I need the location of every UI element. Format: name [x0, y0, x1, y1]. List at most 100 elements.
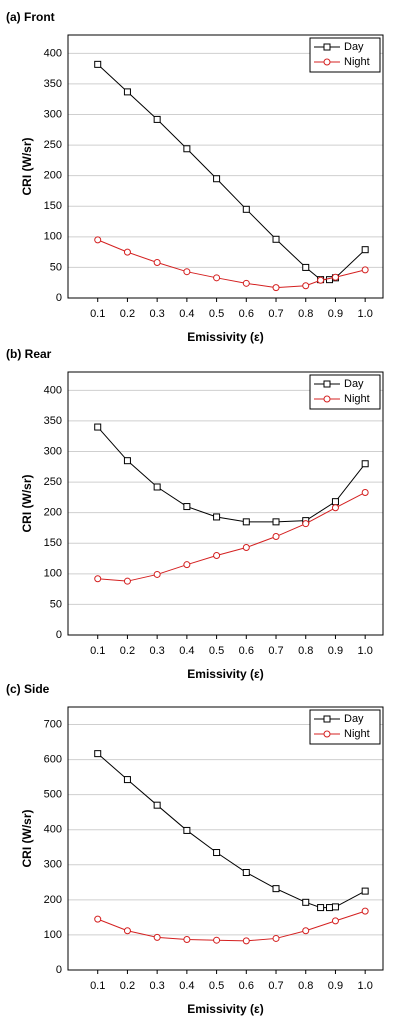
marker-circle: [94, 915, 102, 923]
marker-square: [242, 518, 250, 526]
series-line: [97, 910, 366, 942]
marker-square: [272, 518, 280, 526]
legend-box: [309, 374, 381, 410]
x-axis-label: Emissivity (ε): [187, 330, 263, 344]
marker-circle: [153, 259, 161, 267]
legend-marker: [323, 395, 331, 403]
y-tick-label: 300: [44, 445, 62, 457]
marker-square: [361, 460, 369, 468]
panel: (a) Front 0 50 100 150 200 250 300 350 400 0.1 0.2 0…: [6, 10, 384, 344]
marker-circle: [331, 273, 339, 281]
marker-circle: [361, 907, 369, 915]
legend-label: Day: [344, 41, 364, 53]
x-tick-label: 0.5: [209, 645, 224, 657]
panel-title: (b) Rear: [6, 347, 52, 361]
series-line: [97, 239, 366, 289]
x-axis-label: Emissivity (ε): [187, 1002, 263, 1016]
marker-circle: [302, 520, 310, 528]
marker-circle: [213, 274, 221, 282]
marker-circle: [302, 282, 310, 290]
x-tick-label: 0.4: [179, 980, 194, 992]
series-line: [97, 753, 366, 909]
marker-circle: [331, 917, 339, 925]
x-tick-label: 0.9: [328, 308, 343, 320]
legend-label: Day: [344, 378, 364, 390]
x-tick-label: 0.4: [179, 645, 194, 657]
marker-circle: [272, 533, 280, 541]
y-tick-label: 400: [44, 824, 62, 836]
y-tick-label: 600: [44, 754, 62, 766]
marker-square: [361, 246, 369, 254]
x-tick-label: 1.0: [358, 645, 373, 657]
marker-square: [183, 503, 191, 511]
marker-circle: [213, 551, 221, 559]
y-tick-label: 0: [56, 964, 62, 976]
marker-square: [213, 849, 221, 857]
y-tick-label: 100: [44, 231, 62, 243]
marker-square: [123, 88, 131, 96]
legend-marker: [323, 730, 331, 738]
y-tick-label: 300: [44, 859, 62, 871]
marker-square: [331, 903, 339, 911]
marker-circle: [123, 248, 131, 256]
y-tick-label: 100: [44, 568, 62, 580]
marker-circle: [302, 927, 310, 935]
x-tick-label: 0.5: [209, 308, 224, 320]
marker-square: [153, 801, 161, 809]
marker-square: [213, 175, 221, 183]
marker-circle: [123, 927, 131, 935]
y-tick-label: 700: [44, 718, 62, 730]
marker-square: [242, 869, 250, 877]
x-tick-label: 1.0: [358, 308, 373, 320]
x-tick-label: 0.8: [298, 308, 313, 320]
series-line: [97, 63, 366, 281]
marker-circle: [94, 575, 102, 583]
marker-square: [123, 776, 131, 784]
marker-circle: [272, 284, 280, 292]
y-tick-label: 50: [50, 598, 62, 610]
x-tick-label: 0.2: [120, 308, 135, 320]
plot-frame: [67, 371, 384, 636]
marker-circle: [153, 570, 161, 578]
legend-marker: [323, 380, 331, 388]
x-tick-label: 0.1: [90, 308, 105, 320]
y-tick-label: 100: [44, 929, 62, 941]
x-tick-label: 0.3: [150, 645, 165, 657]
y-tick-label: 250: [44, 476, 62, 488]
marker-square: [361, 887, 369, 895]
marker-square: [94, 750, 102, 758]
y-tick-label: 0: [56, 292, 62, 304]
marker-circle: [317, 276, 325, 284]
marker-square: [302, 898, 310, 906]
y-tick-label: 200: [44, 894, 62, 906]
x-tick-label: 0.3: [150, 308, 165, 320]
marker-circle: [183, 935, 191, 943]
legend-marker: [323, 43, 331, 51]
y-tick-label: 400: [44, 384, 62, 396]
x-tick-label: 1.0: [358, 980, 373, 992]
marker-circle: [242, 279, 250, 287]
x-axis-label: Emissivity (ε): [187, 667, 263, 681]
x-tick-label: 0.4: [179, 308, 194, 320]
series-line: [97, 492, 366, 582]
y-tick-label: 50: [50, 261, 62, 273]
marker-square: [153, 115, 161, 123]
x-tick-label: 0.7: [268, 645, 283, 657]
marker-square: [302, 263, 310, 271]
legend-box: [309, 37, 381, 73]
marker-circle: [272, 934, 280, 942]
y-tick-label: 400: [44, 47, 62, 59]
x-tick-label: 0.3: [150, 980, 165, 992]
marker-circle: [183, 268, 191, 276]
y-axis-label: CRI (W/sr): [20, 810, 34, 868]
x-tick-label: 0.9: [328, 645, 343, 657]
marker-square: [331, 498, 339, 506]
x-tick-label: 0.8: [298, 645, 313, 657]
panel-title: (a) Front: [6, 10, 55, 24]
marker-square: [272, 885, 280, 893]
x-tick-label: 0.5: [209, 980, 224, 992]
marker-square: [94, 423, 102, 431]
x-tick-label: 0.9: [328, 980, 343, 992]
marker-square: [183, 826, 191, 834]
